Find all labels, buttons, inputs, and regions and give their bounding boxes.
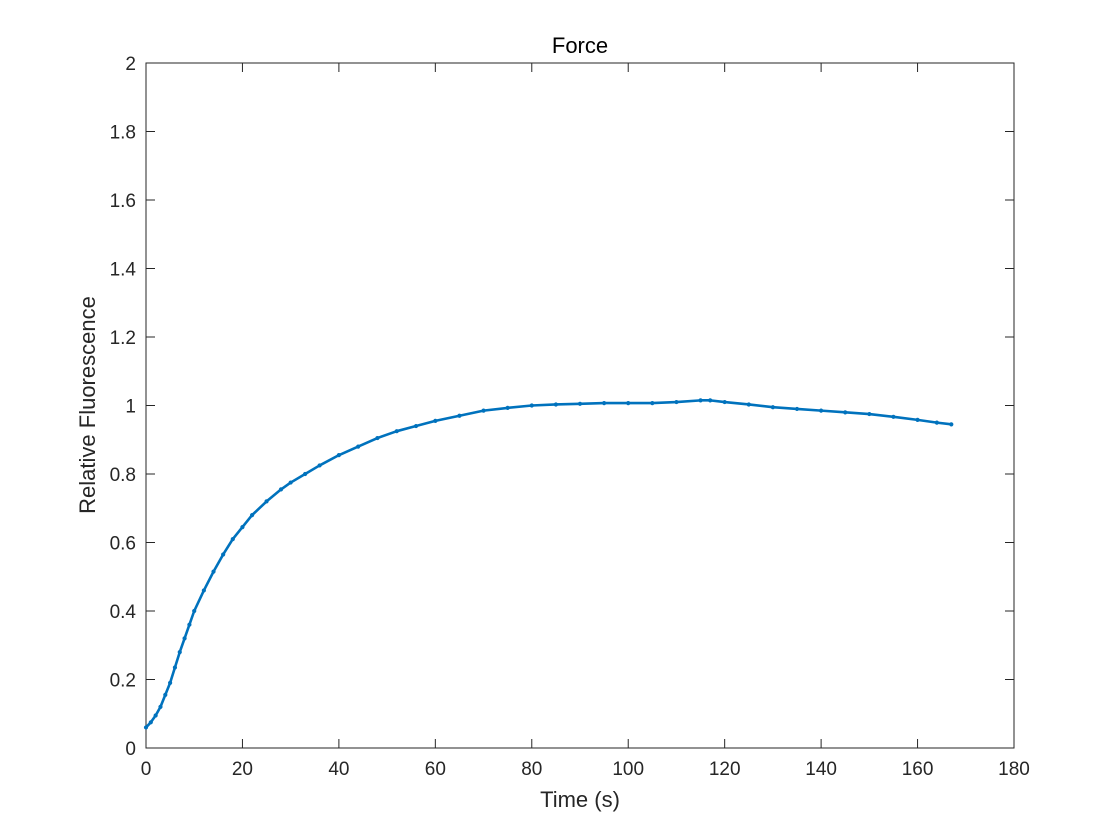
y-tick-label: 1.2 bbox=[110, 328, 136, 349]
y-tick-label: 1.4 bbox=[110, 260, 137, 281]
data-point bbox=[577, 401, 583, 406]
y-tick-label: 1 bbox=[125, 397, 136, 418]
data-point bbox=[278, 487, 284, 492]
data-point bbox=[303, 471, 308, 477]
y-tick-label: 0.8 bbox=[110, 465, 136, 486]
chart-title: Force bbox=[552, 33, 608, 58]
x-tick-label: 120 bbox=[709, 759, 741, 780]
data-point bbox=[674, 399, 679, 405]
x-tick-labels: 0 20 40 60 80 100 120 140 160 180 bbox=[141, 759, 1030, 780]
y-tick-label: 0 bbox=[125, 739, 136, 760]
data-point bbox=[529, 403, 534, 408]
y-tick-label: 0.4 bbox=[110, 602, 137, 623]
x-tick-label: 140 bbox=[805, 759, 837, 780]
data-point bbox=[843, 410, 848, 415]
y-axis-label: Relative Fluorescence bbox=[75, 296, 100, 514]
data-point bbox=[708, 398, 713, 403]
x-tick-label: 100 bbox=[612, 759, 644, 780]
tick-marks bbox=[145, 62, 1015, 749]
data-point bbox=[201, 588, 206, 593]
data-point bbox=[722, 399, 727, 405]
data-point bbox=[413, 423, 419, 429]
data-point bbox=[264, 499, 269, 504]
data-point bbox=[192, 608, 197, 614]
data-point bbox=[481, 408, 486, 413]
data-point bbox=[505, 405, 510, 410]
data-point bbox=[249, 513, 255, 518]
x-tick-label: 20 bbox=[232, 759, 253, 780]
data-point bbox=[794, 406, 800, 412]
data-point bbox=[211, 569, 216, 574]
data-point bbox=[746, 402, 751, 407]
data-point bbox=[356, 444, 361, 449]
data-point bbox=[553, 402, 558, 407]
x-tick-label: 60 bbox=[425, 759, 446, 780]
data-point bbox=[317, 463, 322, 468]
data-point bbox=[336, 453, 341, 458]
data-point bbox=[433, 418, 438, 424]
x-tick-label: 180 bbox=[998, 759, 1030, 780]
y-tick-labels: 0 0.2 0.4 0.6 0.8 1 1.2 1.4 1.6 1.8 2 bbox=[110, 54, 137, 760]
data-point bbox=[819, 408, 824, 413]
data-point bbox=[187, 622, 192, 627]
data-point bbox=[148, 720, 153, 725]
x-tick-label: 160 bbox=[902, 759, 934, 780]
series-group bbox=[143, 398, 954, 730]
data-point bbox=[143, 725, 149, 730]
data-point bbox=[602, 401, 607, 406]
data-point bbox=[153, 713, 158, 718]
data-point bbox=[240, 524, 245, 530]
data-point bbox=[626, 401, 631, 406]
x-tick-label: 0 bbox=[141, 759, 152, 780]
y-tick-label: 0.2 bbox=[110, 671, 136, 692]
y-tick-label: 0.6 bbox=[110, 534, 136, 555]
data-point bbox=[221, 552, 226, 557]
data-point bbox=[288, 480, 293, 485]
data-point bbox=[891, 414, 896, 419]
data-point bbox=[650, 401, 655, 406]
data-point bbox=[168, 680, 173, 686]
data-point bbox=[698, 398, 703, 403]
data-point bbox=[934, 420, 939, 425]
data-point bbox=[172, 665, 178, 670]
data-point bbox=[230, 536, 235, 542]
data-point bbox=[158, 704, 163, 710]
y-tick-label: 1.6 bbox=[110, 191, 136, 212]
data-point bbox=[949, 422, 954, 427]
data-point bbox=[375, 435, 380, 441]
data-point bbox=[770, 405, 775, 410]
data-point bbox=[182, 636, 187, 641]
data-point bbox=[457, 413, 462, 418]
x-tick-label: 40 bbox=[328, 759, 349, 780]
data-point bbox=[163, 692, 168, 698]
y-tick-label: 2 bbox=[125, 54, 136, 75]
x-axis-label: Time (s) bbox=[540, 787, 620, 812]
data-point bbox=[867, 411, 872, 417]
x-tick-label: 80 bbox=[521, 759, 542, 780]
data-point bbox=[177, 650, 182, 655]
y-tick-label: 1.8 bbox=[110, 123, 136, 144]
data-point bbox=[915, 417, 920, 422]
data-point bbox=[394, 429, 399, 434]
